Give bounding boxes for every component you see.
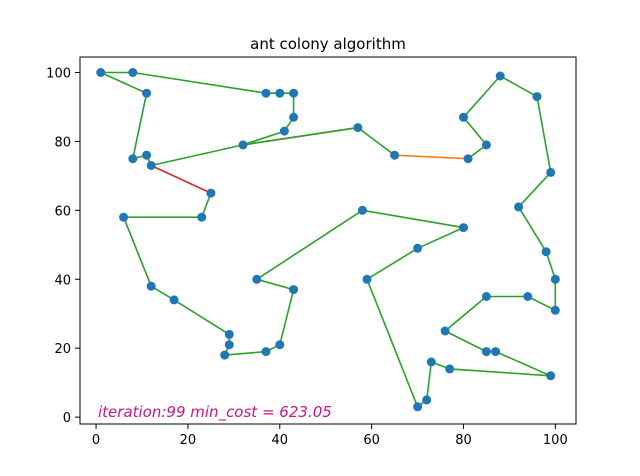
- x-tick-label-100: 100: [543, 433, 568, 448]
- city-point-25: [445, 364, 455, 374]
- city-point-48: [275, 88, 285, 98]
- city-point-18: [357, 205, 367, 215]
- city-point-7: [197, 212, 207, 222]
- city-point-2: [142, 88, 152, 98]
- x-tick-label-60: 60: [363, 433, 380, 448]
- city-point-31: [523, 292, 533, 301]
- x-tick-label-40: 40: [272, 433, 289, 448]
- city-point-6: [206, 188, 216, 198]
- city-point-3: [128, 154, 138, 164]
- x-tick-label-20: 20: [180, 433, 197, 448]
- y-tick-label-40: 40: [54, 273, 71, 288]
- city-point-40: [481, 140, 491, 150]
- city-point-26: [546, 371, 556, 381]
- city-point-4: [142, 150, 152, 160]
- city-point-47: [289, 88, 299, 98]
- city-point-36: [546, 167, 556, 177]
- x-axis-ticks: 0 20 40 60 80 100: [92, 424, 568, 448]
- city-point-24: [426, 357, 436, 367]
- city-point-32: [550, 305, 560, 315]
- city-point-12: [224, 340, 234, 350]
- y-axis-ticks: 0 20 40 60 80 100: [46, 67, 80, 426]
- city-point-0: [96, 68, 106, 77]
- plot-area: [80, 57, 576, 424]
- city-point-34: [541, 247, 551, 257]
- city-point-9: [146, 281, 156, 291]
- city-point-39: [459, 112, 468, 122]
- y-tick-label-60: 60: [54, 204, 71, 219]
- y-tick-label-80: 80: [54, 135, 71, 150]
- city-point-22: [413, 402, 423, 412]
- city-points: [96, 68, 560, 412]
- plot-frame: [79, 56, 577, 425]
- x-tick-label-80: 80: [455, 433, 472, 448]
- y-tick-label-0: 0: [63, 411, 71, 426]
- city-point-11: [224, 329, 234, 339]
- city-point-30: [481, 292, 491, 301]
- city-point-46: [289, 112, 299, 122]
- city-point-45: [279, 126, 289, 136]
- city-point-37: [532, 92, 542, 102]
- chart-title: ant colony algorithm: [250, 35, 406, 53]
- city-point-5: [146, 161, 156, 170]
- city-point-8: [119, 212, 129, 222]
- city-point-27: [491, 347, 501, 357]
- city-point-20: [413, 243, 423, 253]
- city-point-43: [353, 123, 363, 133]
- iteration-annotation: iteration:99 min_cost = 623.05: [98, 403, 332, 422]
- city-point-28: [481, 347, 491, 357]
- city-point-41: [463, 154, 473, 164]
- city-point-15: [275, 340, 285, 350]
- city-point-16: [289, 285, 299, 295]
- alt-segment-0: [150, 164, 212, 194]
- city-point-49: [261, 88, 271, 98]
- city-point-19: [459, 223, 468, 233]
- x-tick-label-0: 0: [92, 433, 100, 448]
- y-tick-label-20: 20: [54, 342, 71, 357]
- city-point-17: [252, 274, 262, 284]
- current-segment-0: [394, 154, 469, 160]
- city-point-29: [440, 326, 450, 336]
- city-point-13: [220, 350, 230, 360]
- city-point-33: [550, 274, 560, 284]
- city-point-44: [238, 140, 248, 150]
- city-point-23: [422, 395, 432, 405]
- city-point-38: [495, 71, 505, 81]
- city-point-21: [362, 274, 372, 284]
- city-point-35: [514, 202, 524, 212]
- y-tick-label-100: 100: [46, 67, 71, 82]
- city-point-10: [169, 295, 179, 305]
- city-point-1: [128, 68, 138, 77]
- city-point-42: [390, 150, 400, 160]
- city-point-14: [261, 347, 271, 357]
